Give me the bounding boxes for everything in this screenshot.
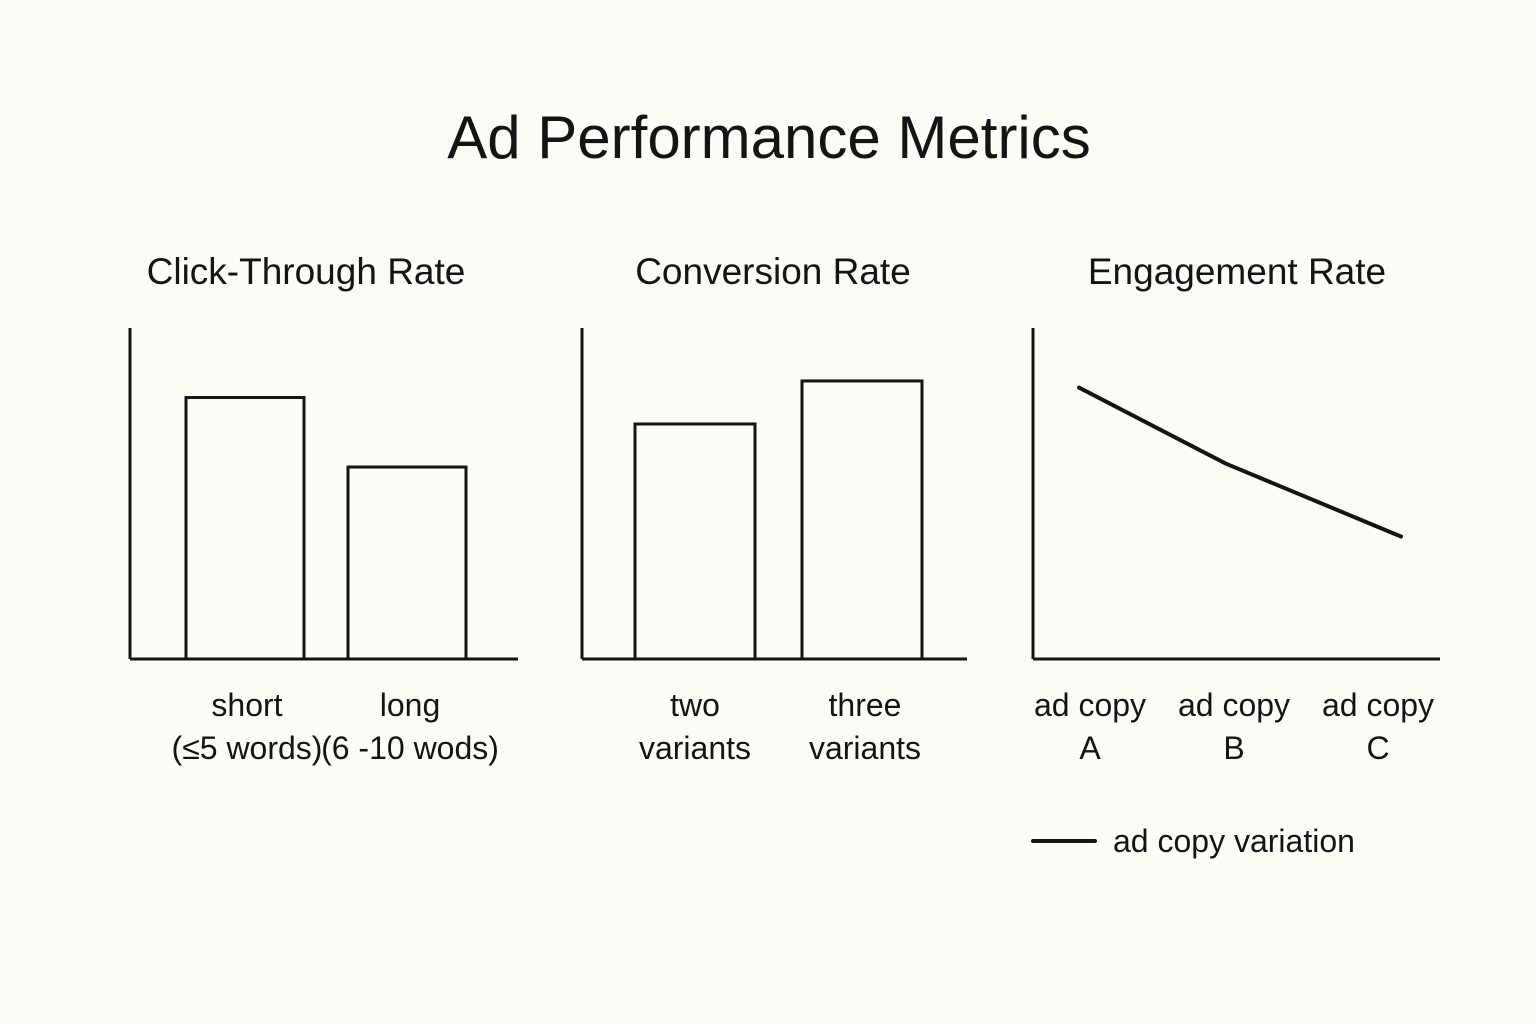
panel-title: Click-Through Rate (147, 251, 466, 292)
legend: ad copy variation (1031, 823, 1355, 859)
tick-label: two (670, 687, 720, 723)
tick-label: (6 -10 wods) (321, 730, 499, 766)
tick-label: B (1223, 730, 1244, 766)
panel-title: Engagement Rate (1088, 251, 1386, 292)
series-line (1077, 385, 1403, 539)
chart-panel-2: Conversion Rate two variants three variants (580, 251, 967, 766)
legend-label: ad copy variation (1113, 823, 1355, 859)
tick-label: ad copy (1034, 687, 1146, 723)
bar-2 (346, 465, 468, 661)
bar-1 (184, 396, 306, 661)
bar-2 (800, 379, 924, 661)
tick-label: short (211, 687, 282, 723)
tick-label: three (829, 687, 902, 723)
panel-title: Conversion Rate (635, 251, 911, 292)
chart-main-title: Ad Performance Metrics (447, 104, 1091, 171)
tick-label: A (1079, 730, 1101, 766)
tick-label: ad copy (1178, 687, 1290, 723)
tick-label: variants (809, 730, 921, 766)
tick-label: C (1366, 730, 1389, 766)
tick-label: ad copy (1322, 687, 1434, 723)
chart-panel-1: Click-Through Rate short (≤5 words) long (6 … (128, 251, 518, 766)
chart-panel-3: Engagement Rate ad copy variation ad copy A… (1031, 251, 1440, 859)
tick-label: (≤5 words) (172, 730, 323, 766)
tick-label: variants (639, 730, 751, 766)
tick-label: long (380, 687, 441, 723)
bar-1 (633, 422, 757, 661)
